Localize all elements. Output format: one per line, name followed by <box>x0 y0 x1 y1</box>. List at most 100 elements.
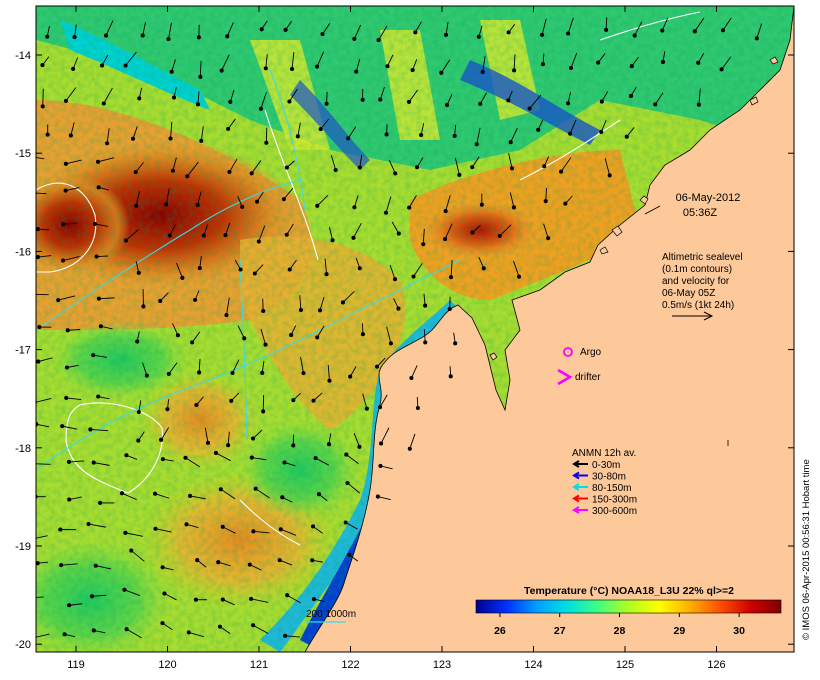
velocity-arrow <box>36 227 50 232</box>
velocity-arrow <box>542 156 550 169</box>
velocity-arrow <box>98 324 113 330</box>
velocity-arrow <box>169 59 176 74</box>
velocity-arrow <box>411 263 423 279</box>
velocity-arrow <box>249 455 267 461</box>
velocity-arrow <box>96 185 110 191</box>
velocity-arrow <box>352 195 359 210</box>
velocity-arrow <box>720 17 732 33</box>
velocity-arrow <box>566 17 574 36</box>
velocity-arrow <box>660 17 669 33</box>
velocity-arrow <box>719 56 732 72</box>
velocity-arrow <box>226 118 236 131</box>
velocity-arrow <box>470 224 481 235</box>
anmn-legend-row: 0-30m <box>572 460 620 471</box>
velocity-arrow <box>453 332 458 346</box>
velocity-arrow <box>287 259 297 272</box>
velocity-arrow <box>439 59 451 75</box>
velocity-arrow <box>251 623 269 634</box>
velocity-arrow <box>258 92 267 111</box>
colorbar-tick-label: 26 <box>494 625 506 637</box>
lon-tick-label: 121 <box>250 659 268 671</box>
velocity-arrow <box>391 221 401 236</box>
credit-text: © IMOS 06-Apr-2015 00:56:31 Hobart time <box>801 459 812 640</box>
velocity-arrow <box>384 124 389 137</box>
velocity-arrow <box>324 258 329 277</box>
velocity-arrow <box>353 432 362 449</box>
velocity-arrow <box>123 51 137 68</box>
velocity-arrow <box>225 22 234 39</box>
velocity-arrow <box>171 87 177 100</box>
velocity-arrow <box>476 25 483 39</box>
velocity-arrow <box>256 225 266 244</box>
velocity-arrow <box>186 630 205 638</box>
velocity-arrow <box>348 366 357 379</box>
lon-tick-label: 119 <box>67 659 85 671</box>
velocity-arrow <box>388 159 398 176</box>
velocity-arrow <box>67 603 83 608</box>
lon-tick-label: 124 <box>524 659 542 671</box>
velocity-arrow <box>543 187 548 204</box>
velocity-arrow <box>314 51 325 69</box>
velocity-arrow <box>330 155 338 173</box>
velocity-arrow <box>63 87 77 103</box>
velocity-arrow <box>92 221 109 227</box>
velocity-arrow <box>249 160 262 176</box>
velocity-arrow <box>566 92 571 106</box>
velocity-arrow <box>497 224 512 238</box>
velocity-arrow <box>227 158 238 174</box>
velocity-arrow <box>65 328 81 333</box>
velocity-arrow <box>252 264 264 276</box>
velocity-arrow <box>260 328 268 347</box>
velocity-arrow <box>230 359 240 376</box>
velocity-arrow <box>315 195 329 208</box>
velocity-arrow <box>448 260 454 280</box>
velocity-arrow <box>351 222 362 240</box>
velocity-arrow <box>261 394 266 414</box>
anmn-legend-row: 30-80m <box>572 472 626 483</box>
velocity-arrow <box>415 397 420 411</box>
velocity-arrow <box>311 597 325 602</box>
velocity-arrow <box>285 593 301 604</box>
velocity-arrow <box>229 392 240 403</box>
lon-tick-label: 125 <box>616 659 634 671</box>
velocity-arrow <box>343 520 358 530</box>
map-frame <box>36 6 794 652</box>
anmn-legend-row: 80-150m <box>572 483 631 494</box>
velocity-arrow <box>36 535 48 539</box>
velocity-arrow <box>67 496 82 502</box>
velocity-arrow <box>345 480 360 494</box>
velocity-arrow <box>543 223 551 241</box>
altimetry-line-4: 06-May 05Z <box>662 288 715 299</box>
velocity-arrow <box>291 434 296 448</box>
velocity-arrow <box>153 526 172 533</box>
velocity-arrow <box>660 51 666 65</box>
velocity-arrow <box>250 429 263 441</box>
anmn-legend-label: 150-300m <box>592 495 637 506</box>
velocity-arrow <box>340 290 355 305</box>
velocity-arrow <box>313 456 329 466</box>
velocity-arrow <box>289 51 295 72</box>
velocity-arrow <box>164 188 170 207</box>
colorbar-tick-label: 27 <box>554 625 566 637</box>
colorbar-tick-label: 29 <box>673 625 685 637</box>
velocity-arrow <box>94 254 109 259</box>
velocity-arrow <box>40 56 50 68</box>
lat-tick-label: -14 <box>15 50 31 62</box>
velocity-arrow <box>68 122 75 138</box>
velocity-arrow <box>100 54 109 68</box>
colorbar: Temperature (°C) NOAA18_L3U 22% ql>=2 26… <box>475 585 782 637</box>
anmn-legend-label: 30-80m <box>592 472 626 483</box>
velocity-arrow <box>123 530 144 537</box>
velocity-arrow <box>193 290 200 302</box>
velocity-arrow <box>259 20 268 32</box>
islands <box>489 56 779 361</box>
velocity-arrow <box>56 295 76 303</box>
velocity-arrow <box>141 289 146 309</box>
velocity-arrow <box>478 257 486 271</box>
map-border <box>35 5 795 653</box>
velocity-arrow <box>165 399 170 412</box>
velocity-arrow <box>443 195 451 214</box>
velocity-arrow <box>72 24 77 40</box>
velocity-arrow <box>347 552 359 562</box>
velocity-arrow <box>385 54 394 69</box>
